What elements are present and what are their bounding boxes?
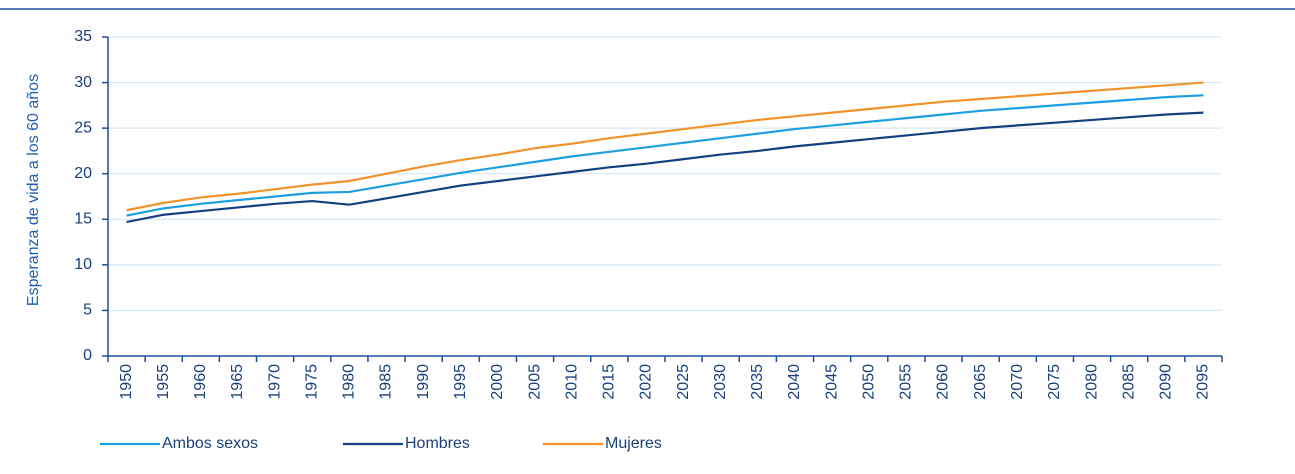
x-tick-label: 2005 [526, 364, 543, 400]
x-tick-label: 2075 [1046, 364, 1063, 400]
y-tick-label: 30 [74, 74, 92, 91]
x-tick-label: 1980 [341, 364, 358, 400]
y-tick-label: 25 [74, 119, 92, 136]
y-tick-label: 10 [74, 256, 92, 273]
legend-label: Hombres [405, 435, 470, 452]
x-tick-label: 1975 [303, 364, 320, 400]
y-tick-label: 35 [74, 28, 92, 45]
x-tick-label: 2020 [638, 364, 655, 400]
x-tick-label: 1965 [229, 364, 246, 400]
y-tick-label: 5 [83, 302, 92, 319]
legend-label: Mujeres [605, 435, 662, 452]
x-tick-label: 1970 [266, 364, 283, 400]
x-tick-label: 2025 [675, 364, 692, 400]
x-tick-label: 2000 [489, 364, 506, 400]
series-line [126, 111, 1204, 224]
x-tick-label: 2060 [935, 364, 952, 400]
x-tick-label: 2070 [1009, 364, 1026, 400]
y-tick-label: 15 [74, 211, 92, 228]
x-tick-label: 1995 [452, 364, 469, 400]
x-tick-label: 2080 [1083, 364, 1100, 400]
y-tick-label: 0 [83, 347, 92, 364]
x-tick-label: 1950 [118, 364, 135, 400]
series-line [126, 94, 1204, 217]
x-tick-label: 1985 [378, 364, 395, 400]
x-tick-label: 2055 [898, 364, 915, 400]
x-tick-label: 2040 [786, 364, 803, 400]
x-tick-label: 1990 [415, 364, 432, 400]
series-line [126, 81, 1204, 212]
x-tick-label: 2030 [712, 364, 729, 400]
x-tick-label: 2095 [1195, 364, 1212, 400]
y-tick-label: 20 [74, 165, 92, 182]
x-tick-label: 2090 [1158, 364, 1175, 400]
x-tick-label: 1955 [155, 364, 172, 400]
x-tick-label: 2045 [823, 364, 840, 400]
x-tick-label: 2050 [860, 364, 877, 400]
legend-label: Ambos sexos [162, 435, 258, 452]
x-tick-label: 2035 [749, 364, 766, 400]
x-tick-label: 2085 [1120, 364, 1137, 400]
x-tick-label: 2065 [972, 364, 989, 400]
x-tick-label: 2015 [601, 364, 618, 400]
x-tick-label: 2010 [563, 364, 580, 400]
y-axis-label: Esperanza de vida a los 60 años [25, 74, 42, 306]
x-tick-label: 1960 [192, 364, 209, 400]
